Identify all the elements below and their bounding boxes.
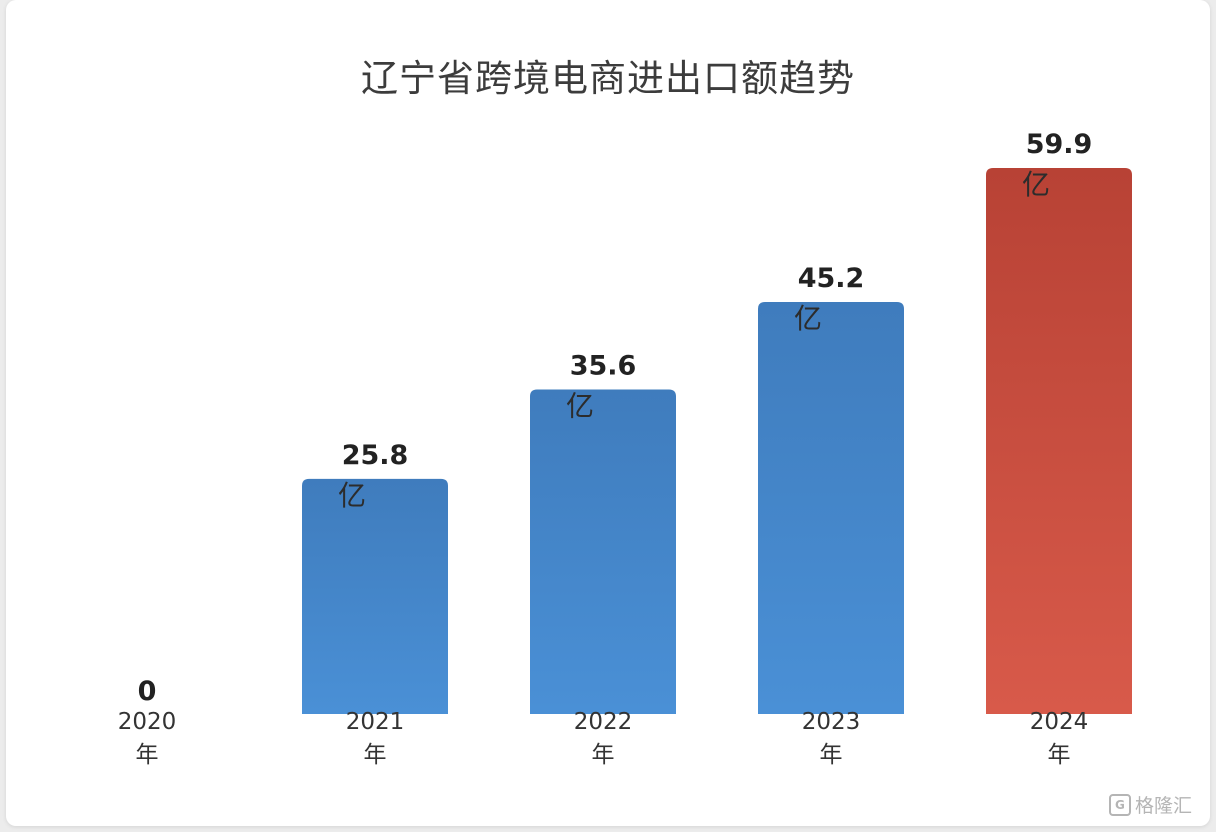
unit-label: 亿 xyxy=(566,389,594,422)
x-tick-label: 2021 年 xyxy=(346,709,405,768)
bar-2023年 xyxy=(758,301,904,714)
value-label: 59.9 xyxy=(1026,129,1093,160)
watermark-text: 格隆汇 xyxy=(1134,795,1192,817)
x-tick-label: 2024 年 xyxy=(1030,709,1089,768)
x-tick-label: 2022 年 xyxy=(574,709,633,768)
watermark-logo-icon: G xyxy=(1108,793,1131,816)
value-label: 45.2 xyxy=(798,263,865,294)
bar-2024年 xyxy=(986,168,1132,714)
unit-label: 亿 xyxy=(794,302,822,335)
chart-title: 辽宁省跨境电商进出口额趋势 xyxy=(361,57,855,100)
x-tick-label: 2020 年 xyxy=(118,709,177,768)
unit-label: 亿 xyxy=(338,479,366,512)
value-label: 35.6 xyxy=(570,350,637,381)
value-label: 0 xyxy=(138,676,157,707)
bar-2022年 xyxy=(530,389,676,714)
chart-card: 辽宁省跨境电商进出口额趋势 0 2020 年 25.8 亿 2021 年 35.6 亿 2022 年… xyxy=(6,0,1210,826)
unit-label: 亿 xyxy=(1022,168,1050,201)
watermark: G 格隆汇 xyxy=(1108,791,1192,818)
x-tick-label: 2023 年 xyxy=(802,709,861,768)
bar-2021年 xyxy=(302,478,448,714)
value-label: 25.8 xyxy=(342,440,409,471)
